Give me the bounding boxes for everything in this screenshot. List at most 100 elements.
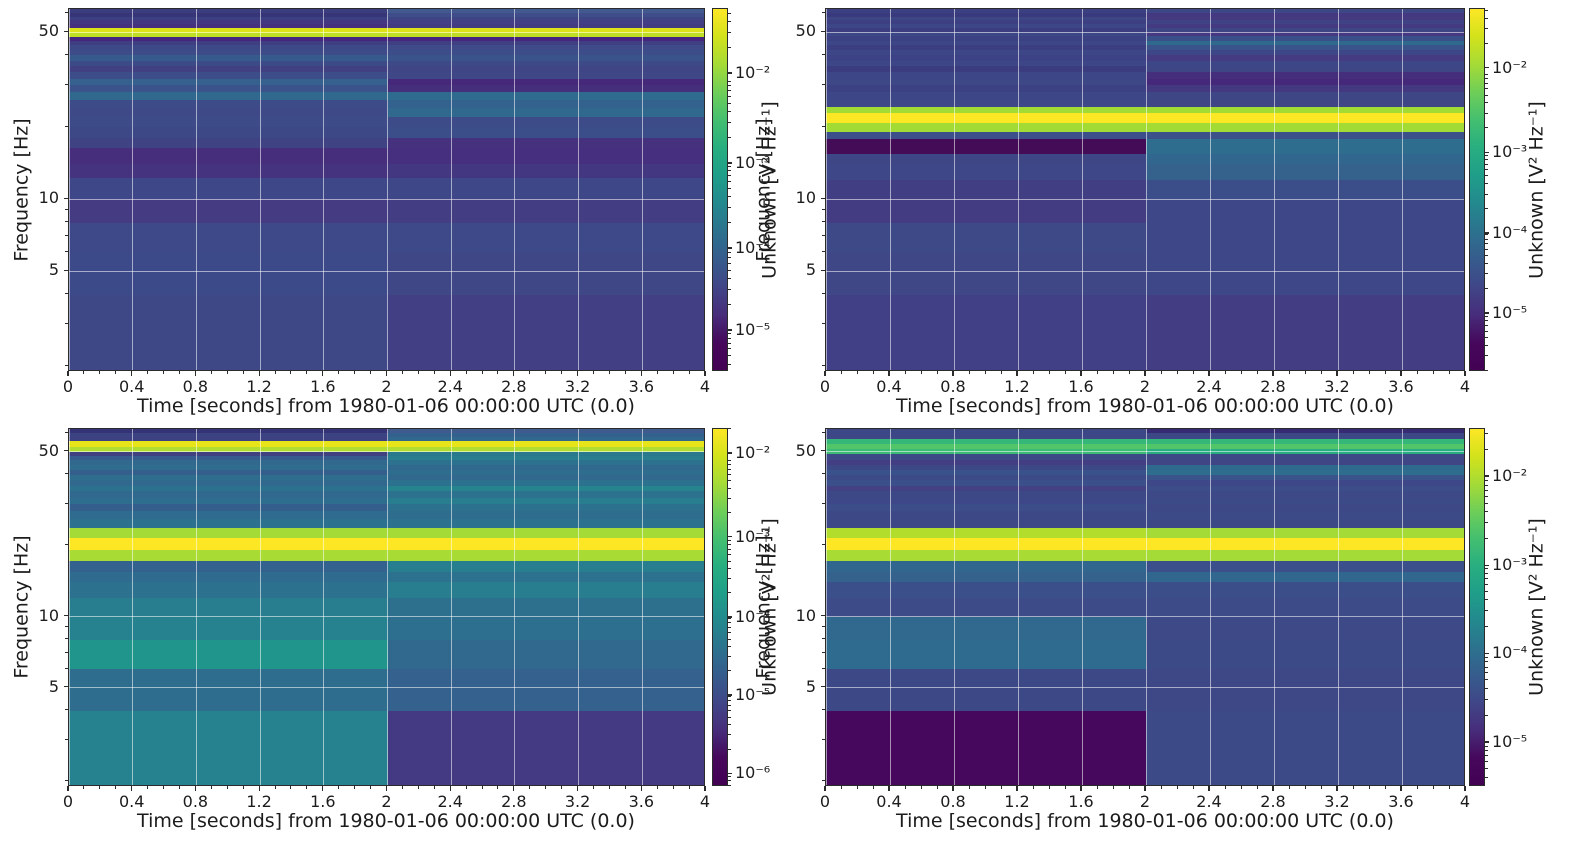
y-axis-tick [63, 197, 68, 200]
colorbar-tick-label: 10⁻² [735, 443, 771, 463]
colorbar-minor-tick [1485, 522, 1488, 524]
y-tick-label: 10 [795, 605, 816, 625]
heatmap-band [387, 598, 704, 618]
heatmap-band [69, 440, 388, 448]
colorbar-minor-tick [1485, 183, 1488, 185]
heatmap-band [69, 72, 388, 80]
colorbar-minor-tick [1485, 745, 1488, 747]
heatmap-band [826, 429, 1146, 434]
x-tick-label: 2 [381, 377, 392, 396]
x-tick-label: 0.4 [876, 792, 902, 811]
colorbar-minor-tick [728, 121, 731, 123]
x-axis-minor-tick [1128, 371, 1130, 374]
x-axis-minor-tick [856, 786, 858, 789]
colorbar-minor-tick [728, 716, 731, 718]
heatmap-band [387, 549, 704, 563]
heatmap-band [69, 40, 388, 47]
heatmap-band [69, 469, 388, 476]
y-tick-label: 50 [795, 21, 816, 41]
heatmap-band [826, 710, 1146, 785]
heatmap-band [1146, 449, 1464, 455]
heatmap-band [387, 429, 704, 434]
colorbar-minor-tick [1485, 28, 1488, 30]
heatmap-band [1146, 16, 1464, 22]
heatmap-band [826, 78, 1146, 87]
x-axis-minor-tick [242, 786, 244, 789]
heatmap-band [826, 511, 1146, 520]
colorbar-tick [1485, 67, 1489, 69]
grid-line-horizontal [826, 198, 1464, 200]
y-axis-minor-tick [822, 709, 825, 711]
y-axis-minor-tick [65, 544, 68, 546]
heatmap-band [69, 518, 388, 529]
colorbar-minor-tick [1485, 238, 1488, 240]
heatmap-band [826, 112, 1146, 124]
colorbar-minor-tick [1485, 248, 1488, 250]
heatmap-band [1146, 40, 1464, 47]
heatmap-band [387, 561, 704, 573]
colorbar-top-left [712, 8, 728, 371]
y-axis-minor-tick [65, 502, 68, 504]
heatmap-band [387, 504, 704, 513]
colorbar-minor-tick [1485, 193, 1488, 195]
heatmap-band [387, 447, 704, 453]
colorbar-minor-tick [1485, 287, 1488, 289]
x-axis-tick [385, 371, 388, 376]
x-axis-minor-tick [1192, 786, 1194, 789]
x-axis-minor-tick [354, 786, 356, 789]
x-axis-minor-tick [290, 371, 292, 374]
colorbar-minor-tick [728, 80, 731, 82]
x-axis-minor-tick [417, 371, 419, 374]
x-axis-minor-tick [338, 371, 340, 374]
colorbar-minor-tick [1485, 489, 1488, 491]
heatmap-band [1146, 252, 1464, 296]
x-axis-minor-tick [561, 371, 563, 374]
colorbar-minor-tick [1485, 337, 1488, 338]
colorbar-minor-tick [1485, 776, 1488, 778]
heatmap-band [826, 537, 1146, 551]
heatmap-band [69, 20, 388, 25]
heatmap-band [69, 92, 388, 101]
heatmap-band [826, 571, 1146, 584]
heatmap-band [826, 598, 1146, 618]
x-axis-tick [1272, 371, 1274, 376]
colorbar-minor-tick [728, 626, 731, 628]
heatmap-band [826, 100, 1146, 108]
colorbar-minor-tick [728, 646, 731, 648]
heatmap-band [826, 40, 1146, 47]
colorbar-minor-tick [728, 90, 731, 92]
x-axis-minor-tick [242, 371, 244, 374]
x-axis-minor-tick [545, 371, 547, 374]
heatmap-band [826, 449, 1146, 455]
y-axis-minor-tick [65, 626, 68, 628]
heatmap-band [1146, 36, 1464, 42]
heatmap-band [387, 571, 704, 584]
heatmap-band [387, 537, 704, 551]
heatmap-band [387, 436, 704, 442]
colorbar-minor-tick [728, 512, 731, 514]
colorbar-tick [728, 694, 732, 696]
x-axis-minor-tick [840, 786, 842, 789]
colorbar-minor-tick [1485, 320, 1488, 322]
heatmap-band [1146, 511, 1464, 520]
grid-line-vertical [826, 9, 827, 370]
x-axis-minor-tick [99, 371, 101, 374]
colorbar-minor-tick [728, 165, 731, 167]
grid-line-horizontal [69, 687, 704, 689]
heatmap-band [69, 252, 388, 296]
y-axis-minor-tick [822, 780, 825, 782]
colorbar-minor-tick [728, 578, 731, 580]
colorbar-minor-tick [728, 656, 731, 658]
heatmap-band [387, 33, 704, 38]
heatmap-band [69, 433, 388, 438]
colorbar-minor-tick [728, 498, 731, 500]
grid-line-horizontal [826, 451, 1464, 453]
x-axis-minor-tick [1096, 786, 1098, 789]
heatmap-band [1146, 50, 1464, 57]
colorbar-minor-tick [1485, 599, 1488, 601]
heatmap-plot-top-left [68, 8, 705, 371]
grid-line-vertical [450, 429, 452, 785]
heatmap-band [69, 582, 388, 599]
heatmap-band [387, 92, 704, 101]
heatmap-band [387, 55, 704, 62]
